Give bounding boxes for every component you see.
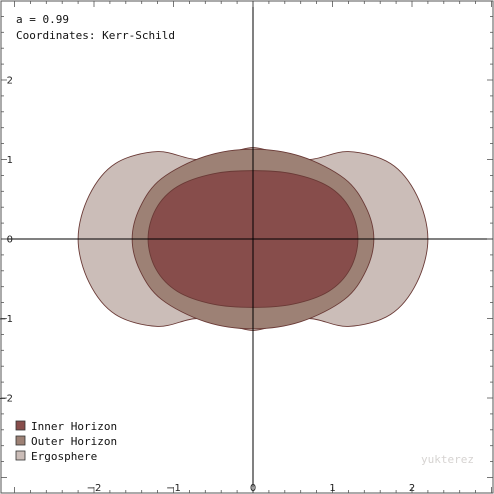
x-tick-label: 0: [250, 483, 256, 494]
coordinates-text: Coordinates: Kerr-Schild: [16, 29, 175, 42]
y-tick-label: −2: [0, 394, 13, 405]
x-tick-label: −2: [87, 483, 102, 494]
legend-label-inner-horizon: Inner Horizon: [31, 420, 117, 433]
info-panel: a = 0.99 Coordinates: Kerr-Schild: [16, 13, 175, 42]
x-tick-label: −1: [166, 483, 181, 494]
legend-label-outer-horizon: Outer Horizon: [31, 435, 117, 448]
legend-swatch-inner-horizon: [15, 420, 26, 431]
legend: Inner Horizon Outer Horizon Ergosphere: [15, 420, 117, 463]
x-tick-label: 1: [329, 483, 335, 494]
x-tick-label: 2: [409, 483, 415, 494]
y-tick-label: −1: [0, 314, 13, 325]
watermark-text: yukterez: [421, 453, 474, 466]
spin-parameter-text: a = 0.99: [16, 13, 69, 26]
y-tick-label: 1: [7, 155, 13, 166]
y-tick-label: 0: [7, 235, 13, 246]
legend-label-ergosphere: Ergosphere: [31, 450, 97, 463]
legend-swatch-ergosphere: [15, 450, 26, 461]
y-tick-label: 2: [7, 76, 13, 87]
legend-swatch-outer-horizon: [15, 435, 26, 446]
